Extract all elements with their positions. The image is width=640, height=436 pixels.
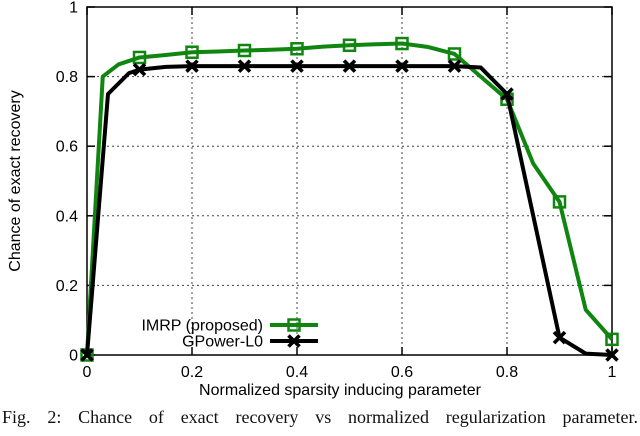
- square-marker: [605, 332, 619, 347]
- x-marker: [132, 62, 147, 77]
- series-line-gpower: [85, 64, 613, 357]
- x-marker: [80, 348, 94, 362]
- square-marker: [132, 50, 147, 65]
- x-tick-label: 0: [83, 364, 92, 381]
- tick-labels: 0 0.2 0.4 0.6 0.8 1 0 0.2 0.4 0.6 0.8 1: [56, 0, 617, 381]
- square-marker: [395, 36, 409, 51]
- y-tick-label: 0.6: [56, 139, 78, 156]
- y-tick-label: 1: [69, 0, 78, 17]
- legend-label-imrp: IMRP (proposed): [141, 318, 263, 335]
- x-marker: [342, 59, 357, 73]
- y-axis-label: Chance of exact recovery: [7, 90, 24, 271]
- x-marker: [185, 59, 199, 73]
- y-tick-label: 0: [69, 348, 78, 365]
- legend-entry-imrp: IMRP (proposed): [141, 318, 318, 335]
- square-marker: [287, 318, 301, 332]
- x-marker: [395, 59, 409, 73]
- y-tick-label: 0.2: [56, 278, 78, 295]
- x-marker: [287, 334, 301, 348]
- legend: IMRP (proposed)GPower-L0: [141, 318, 318, 351]
- legend-label-gpower: GPower-L0: [182, 334, 263, 351]
- grid-lines: [87, 7, 612, 355]
- series-imrp: [80, 36, 619, 362]
- x-tick-label: 1: [608, 364, 617, 381]
- x-tick-label: 0.2: [181, 364, 203, 381]
- x-tick-label: 0.4: [286, 364, 308, 381]
- x-marker: [237, 59, 252, 73]
- square-marker: [552, 195, 567, 209]
- square-marker: [185, 45, 199, 59]
- series-gpower: [80, 59, 619, 362]
- figure-caption: Fig. 2: Chance of exact recovery vs norm…: [2, 407, 638, 427]
- square-marker: [447, 47, 462, 61]
- x-marker: [500, 87, 514, 101]
- legend-entry-gpower: GPower-L0: [182, 334, 318, 351]
- series-line-imrp: [85, 41, 614, 356]
- x-marker: [447, 59, 462, 73]
- square-marker: [342, 38, 357, 53]
- x-axis-label: Normalized sparsity inducing parameter: [199, 382, 482, 399]
- plot-border: [86, 6, 613, 356]
- y-tick-label: 0.4: [56, 208, 78, 225]
- y-tick-label: 0.8: [56, 69, 78, 86]
- square-marker: [290, 42, 304, 56]
- x-marker: [552, 330, 567, 345]
- x-tick-label: 0.6: [391, 364, 413, 381]
- axis-ticks: [86, 6, 613, 356]
- x-marker: [290, 59, 304, 73]
- square-marker: [237, 43, 252, 58]
- x-marker: [605, 348, 619, 362]
- x-tick-label: 0.8: [496, 364, 518, 381]
- recovery-chart: 0 0.2 0.4 0.6 0.8 1 0 0.2 0.4 0.6 0.8 1 Normalized s…: [7, 0, 619, 399]
